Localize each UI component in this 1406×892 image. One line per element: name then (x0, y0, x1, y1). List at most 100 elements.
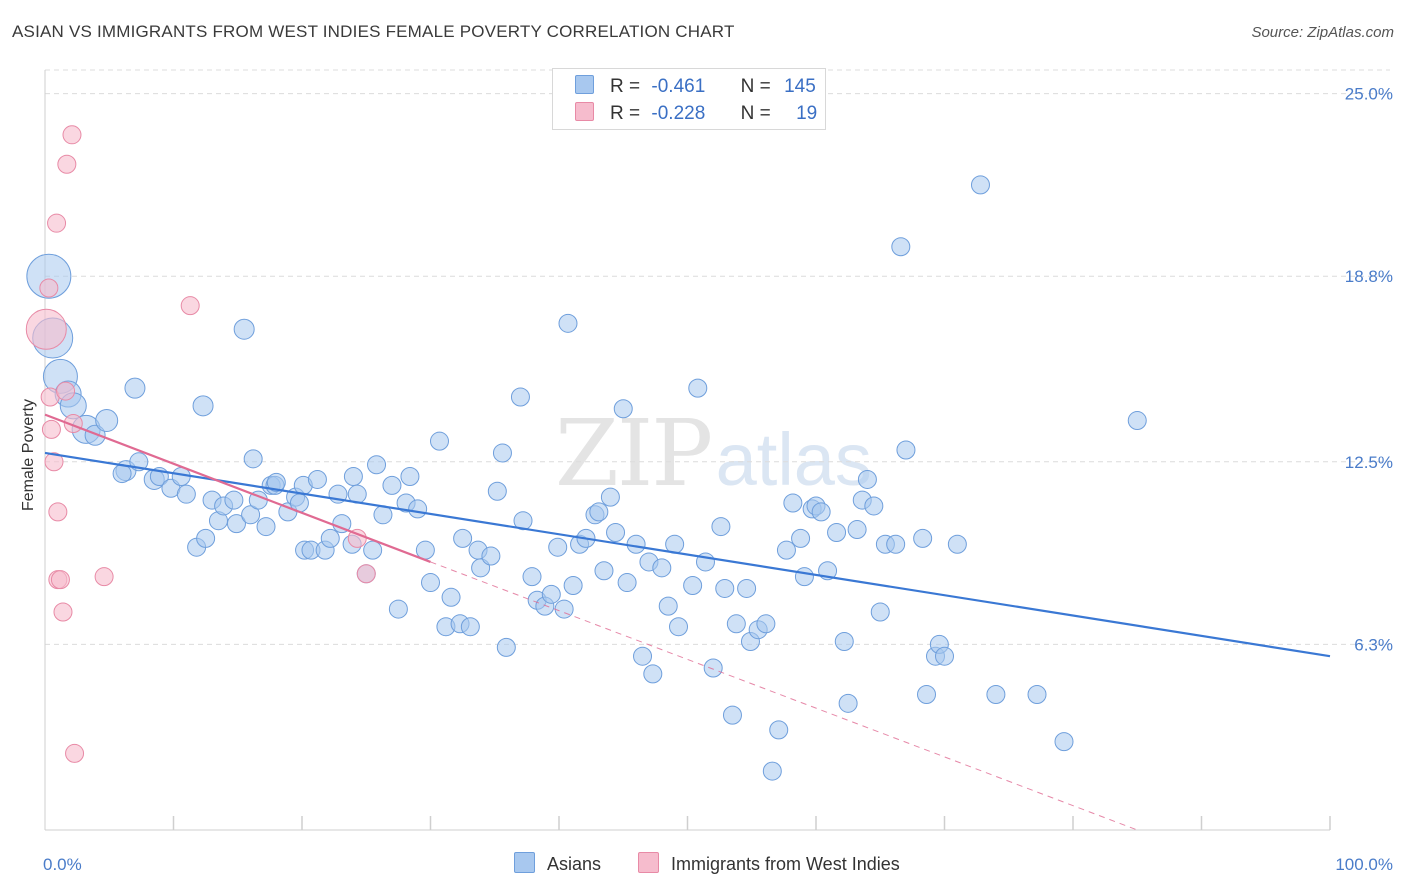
west-indies-point (94, 567, 114, 587)
stats-legend: R = -0.461 N = 145 R = -0.228 N = 19 (552, 68, 826, 130)
r-label: R = (610, 76, 641, 97)
r-label: R = (610, 103, 641, 124)
asian-point (703, 658, 723, 678)
asian-point (510, 387, 530, 407)
west-indies-point (41, 419, 61, 439)
west-indies-trend-extension (430, 561, 1138, 831)
asian-point (762, 761, 782, 781)
legend-row-west-indies: R = -0.228 N = 19 (575, 102, 817, 126)
asian-point (726, 614, 746, 634)
asian-point (320, 528, 340, 548)
asian-point (408, 499, 428, 519)
data-points (25, 125, 1147, 781)
axes (44, 70, 1331, 831)
asian-point (589, 502, 609, 522)
asian-point (613, 399, 633, 419)
asian-point (84, 424, 106, 446)
asian-point (224, 490, 244, 510)
asian-point (453, 528, 473, 548)
asian-point (776, 540, 796, 560)
r-value: -0.461 (651, 76, 706, 97)
asian-point (124, 377, 146, 399)
asian-point (847, 520, 867, 540)
asian-point (554, 599, 574, 619)
west-indies-point (47, 213, 67, 233)
asian-point (382, 475, 402, 495)
asian-point (711, 517, 731, 537)
asian-point (363, 540, 383, 560)
asian-point (441, 587, 461, 607)
asian-point (626, 534, 646, 554)
legend-item-west-indies[interactable]: Immigrants from West Indies (638, 852, 900, 875)
tick-labels: 6.3% 12.5% 18.8% 25.0% 0.0% 100.0% (43, 85, 1393, 874)
asian-point (112, 464, 132, 484)
y-tick-label: 12.5% (1345, 453, 1393, 472)
west-indies-point (356, 564, 376, 584)
asian-point (541, 584, 561, 604)
west-indies-swatch (575, 102, 594, 121)
n-value: 145 (784, 76, 816, 97)
asian-point (233, 318, 255, 340)
asian-point (196, 528, 216, 548)
asian-point (26, 253, 72, 299)
asian-point (811, 502, 831, 522)
asian-point (857, 469, 877, 489)
asian-point (1027, 684, 1047, 704)
asian-point (737, 578, 757, 598)
asian-point (970, 175, 990, 195)
asian-point (460, 617, 480, 637)
asian-point (1127, 411, 1147, 431)
asians-swatch (514, 852, 535, 873)
trend-lines (44, 413, 1331, 831)
asian-point (266, 472, 286, 492)
asian-point (834, 631, 854, 651)
asian-point (343, 467, 363, 487)
west-indies-trend-line (44, 413, 431, 563)
asian-point (935, 646, 954, 666)
asian-point (643, 664, 663, 684)
asian-point (367, 455, 387, 475)
asian-point (633, 646, 653, 666)
asian-point (838, 693, 858, 713)
asian-point (492, 443, 512, 463)
n-label: N = (740, 76, 771, 97)
asian-point (715, 578, 735, 598)
asian-point (769, 720, 789, 740)
legend-label-asians: Asians (547, 854, 602, 874)
asian-point (606, 522, 626, 542)
r-value: -0.228 (651, 103, 706, 124)
asian-point (947, 534, 967, 554)
asian-point (658, 596, 678, 616)
asian-point (513, 511, 533, 531)
y-tick-label: 18.8% (1345, 267, 1393, 286)
west-indies-point (50, 570, 70, 590)
asian-point (617, 573, 637, 593)
asian-point (558, 313, 578, 333)
asian-point (896, 440, 916, 460)
asian-trend-line (44, 451, 1331, 658)
west-indies-point (44, 452, 64, 472)
asian-point (563, 576, 583, 596)
asian-point (548, 537, 568, 557)
asian-point (522, 567, 542, 587)
asian-point (827, 522, 847, 542)
asian-point (783, 493, 803, 513)
asian-point (192, 395, 214, 417)
asian-point (917, 684, 937, 704)
n-label: N = (740, 103, 771, 124)
asian-point (481, 546, 501, 566)
west-indies-point (48, 502, 68, 522)
legend-item-asians[interactable]: Asians (514, 852, 601, 875)
west-indies-point (65, 743, 85, 763)
asian-point (487, 481, 507, 501)
watermark-zip: ZIP (555, 400, 713, 507)
asian-point (226, 514, 246, 534)
asians-swatch (575, 75, 594, 94)
asian-point (864, 496, 884, 516)
asian-point (496, 637, 516, 657)
x-tick-label-max: 100.0% (1335, 855, 1393, 874)
asian-point (756, 614, 776, 634)
asian-point (600, 487, 620, 507)
west-indies-point (56, 381, 76, 401)
